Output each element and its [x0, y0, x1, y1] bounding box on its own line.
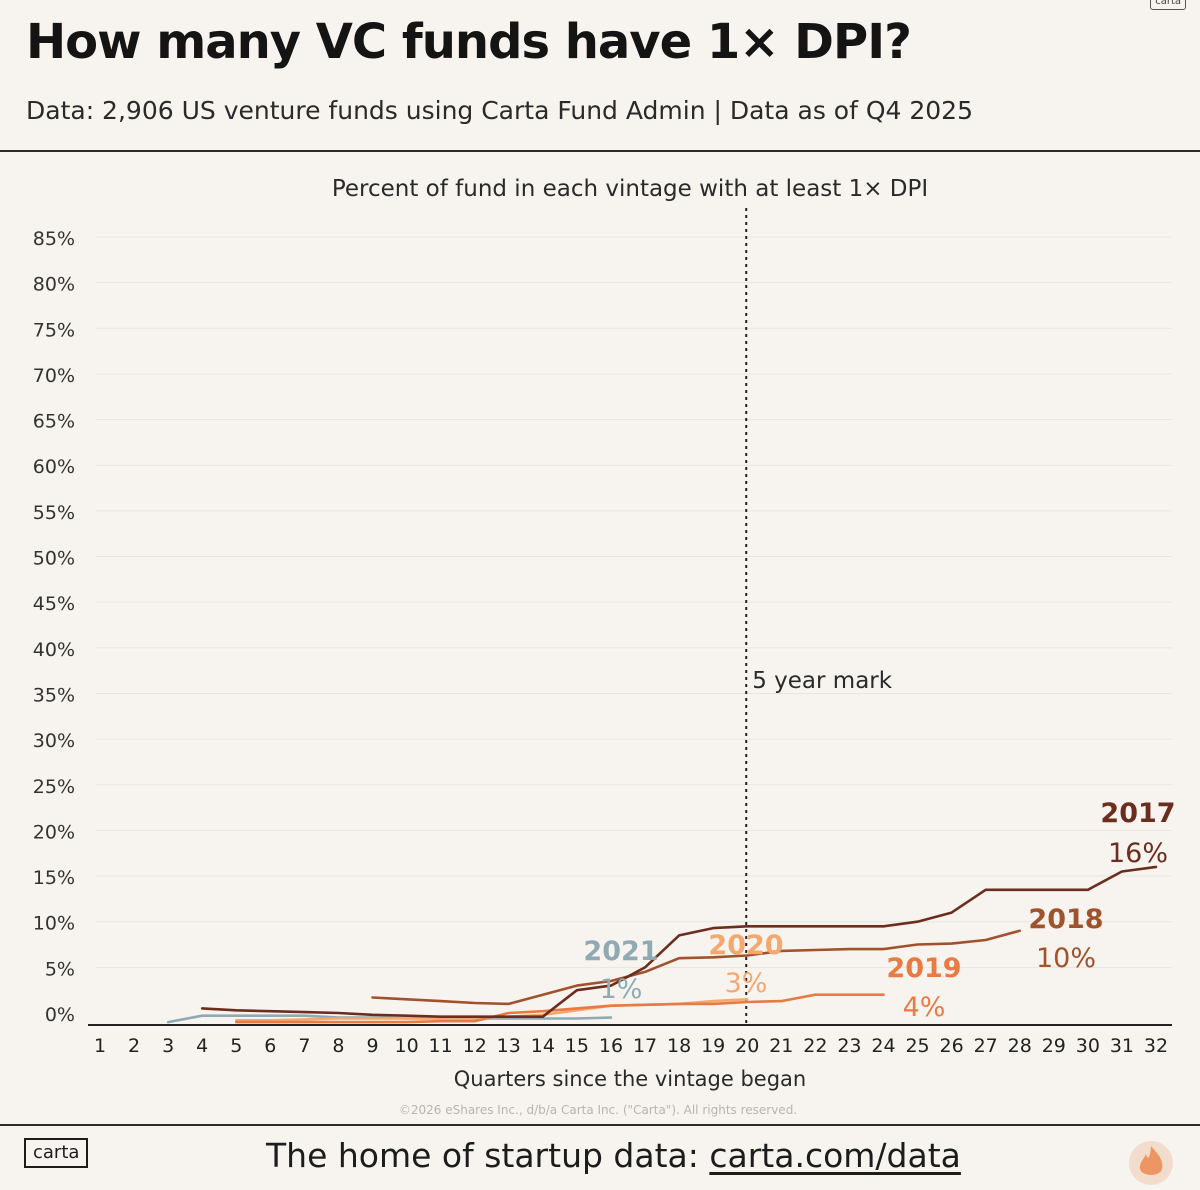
x-tick-label: 21 — [769, 1035, 793, 1057]
series-value-label-2021: 1% — [600, 974, 643, 1005]
y-axis-ticks: 0% 5% 10% 15% 20% 25% 30% 35% 40% 45% 50% 55% 60% 65%… — [33, 228, 75, 1026]
y-tick-label: 65% — [33, 411, 75, 433]
series-line-2018 — [371, 929, 1021, 1006]
x-tick-label: 20 — [735, 1035, 759, 1057]
series-labels: 2017 16% 2018 10% 2019 4% 2020 3% 2021 1% — [583, 798, 1175, 1023]
series-lines — [166, 865, 1158, 1024]
x-tick-label: 12 — [463, 1035, 487, 1057]
x-axis-title: Quarters since the vintage began — [454, 1067, 806, 1091]
series-year-label-2019: 2019 — [886, 953, 961, 984]
footer-tagline-prefix: The home of startup data: — [266, 1136, 710, 1175]
x-tick-label: 6 — [264, 1035, 276, 1057]
series-value-label-2019: 4% — [903, 992, 946, 1023]
series-value-label-2020: 3% — [725, 968, 768, 999]
y-tick-label: 0% — [45, 1004, 75, 1026]
carta-corner-logo: carta — [1150, 0, 1186, 10]
x-tick-label: 13 — [497, 1035, 521, 1057]
flame-icon — [1129, 1141, 1173, 1185]
y-tick-label: 15% — [33, 867, 75, 889]
y-tick-label: 70% — [33, 365, 75, 387]
x-tick-label: 23 — [837, 1035, 861, 1057]
x-tick-label: 11 — [429, 1035, 453, 1057]
x-tick-label: 18 — [667, 1035, 691, 1057]
y-tick-label: 35% — [33, 684, 75, 706]
x-tick-label: 3 — [162, 1035, 174, 1057]
header-divider — [0, 150, 1200, 152]
footer: carta The home of startup data: carta.co… — [0, 1124, 1200, 1190]
x-tick-label: 25 — [905, 1035, 929, 1057]
series-value-label-2017: 16% — [1108, 838, 1168, 869]
x-tick-label: 8 — [332, 1035, 344, 1057]
page-subtitle: Data: 2,906 US venture funds using Carta… — [26, 96, 973, 125]
x-tick-label: 9 — [366, 1035, 378, 1057]
y-tick-label: 80% — [33, 274, 75, 296]
footer-tagline: The home of startup data: carta.com/data — [266, 1136, 961, 1175]
y-tick-label: 50% — [33, 548, 75, 570]
x-tick-label: 30 — [1076, 1035, 1100, 1057]
x-tick-label: 7 — [298, 1035, 310, 1057]
x-tick-label: 24 — [871, 1035, 895, 1057]
copyright-note: ©2026 eShares Inc., d/b/a Carta Inc. ("C… — [399, 1103, 797, 1117]
footer-link[interactable]: carta.com/data — [709, 1136, 961, 1175]
y-tick-label: 20% — [33, 821, 75, 843]
y-tick-label: 30% — [33, 730, 75, 752]
series-line-2019 — [235, 993, 885, 1024]
reference-label: 5 year mark — [752, 668, 893, 694]
x-tick-label: 19 — [701, 1035, 725, 1057]
y-tick-label: 85% — [33, 228, 75, 250]
chart-title: Percent of fund in each vintage with at … — [332, 176, 928, 202]
y-tick-label: 10% — [33, 913, 75, 935]
gridlines — [96, 236, 1172, 968]
x-tick-label: 4 — [196, 1035, 208, 1057]
x-tick-label: 22 — [803, 1035, 827, 1057]
series-year-label-2017: 2017 — [1100, 798, 1175, 829]
series-year-label-2021: 2021 — [583, 936, 658, 967]
x-tick-label: 14 — [531, 1035, 555, 1057]
y-tick-label: 60% — [33, 456, 75, 478]
x-tick-label: 27 — [974, 1035, 998, 1057]
x-tick-label: 17 — [633, 1035, 657, 1057]
y-tick-label: 55% — [33, 502, 75, 524]
y-tick-label: 40% — [33, 639, 75, 661]
x-tick-label: 28 — [1008, 1035, 1032, 1057]
x-tick-label: 2 — [128, 1035, 140, 1057]
series-year-label-2018: 2018 — [1028, 904, 1103, 935]
x-tick-label: 1 — [94, 1035, 106, 1057]
series-year-label-2020: 2020 — [708, 930, 783, 961]
x-tick-label: 31 — [1110, 1035, 1134, 1057]
x-axis-ticks: 1 2 3 4 5 6 7 8 9 10 11 12 13 14 15 16 17 18 19 20 21 22 23 24 2… — [94, 1035, 1168, 1057]
series-value-label-2018: 10% — [1036, 943, 1096, 974]
page-title: How many VC funds have 1× DPI? — [26, 14, 912, 70]
x-tick-label: 5 — [230, 1035, 242, 1057]
carta-footer-logo[interactable]: carta — [24, 1138, 89, 1168]
y-tick-label: 75% — [33, 319, 75, 341]
series-line-2017 — [200, 865, 1158, 1018]
y-tick-label: 25% — [33, 776, 75, 798]
x-tick-label: 29 — [1042, 1035, 1066, 1057]
x-tick-label: 26 — [940, 1035, 964, 1057]
footer-divider — [0, 1124, 1200, 1126]
y-tick-label: 5% — [45, 958, 75, 980]
five-year-reference: 5 year mark — [745, 208, 893, 1025]
x-tick-label: 10 — [394, 1035, 418, 1057]
x-tick-label: 16 — [599, 1035, 623, 1057]
x-tick-label: 15 — [565, 1035, 589, 1057]
dpi-line-chart: Percent of fund in each vintage with at … — [33, 176, 1176, 1117]
y-tick-label: 45% — [33, 593, 75, 615]
x-tick-label: 32 — [1144, 1035, 1168, 1057]
